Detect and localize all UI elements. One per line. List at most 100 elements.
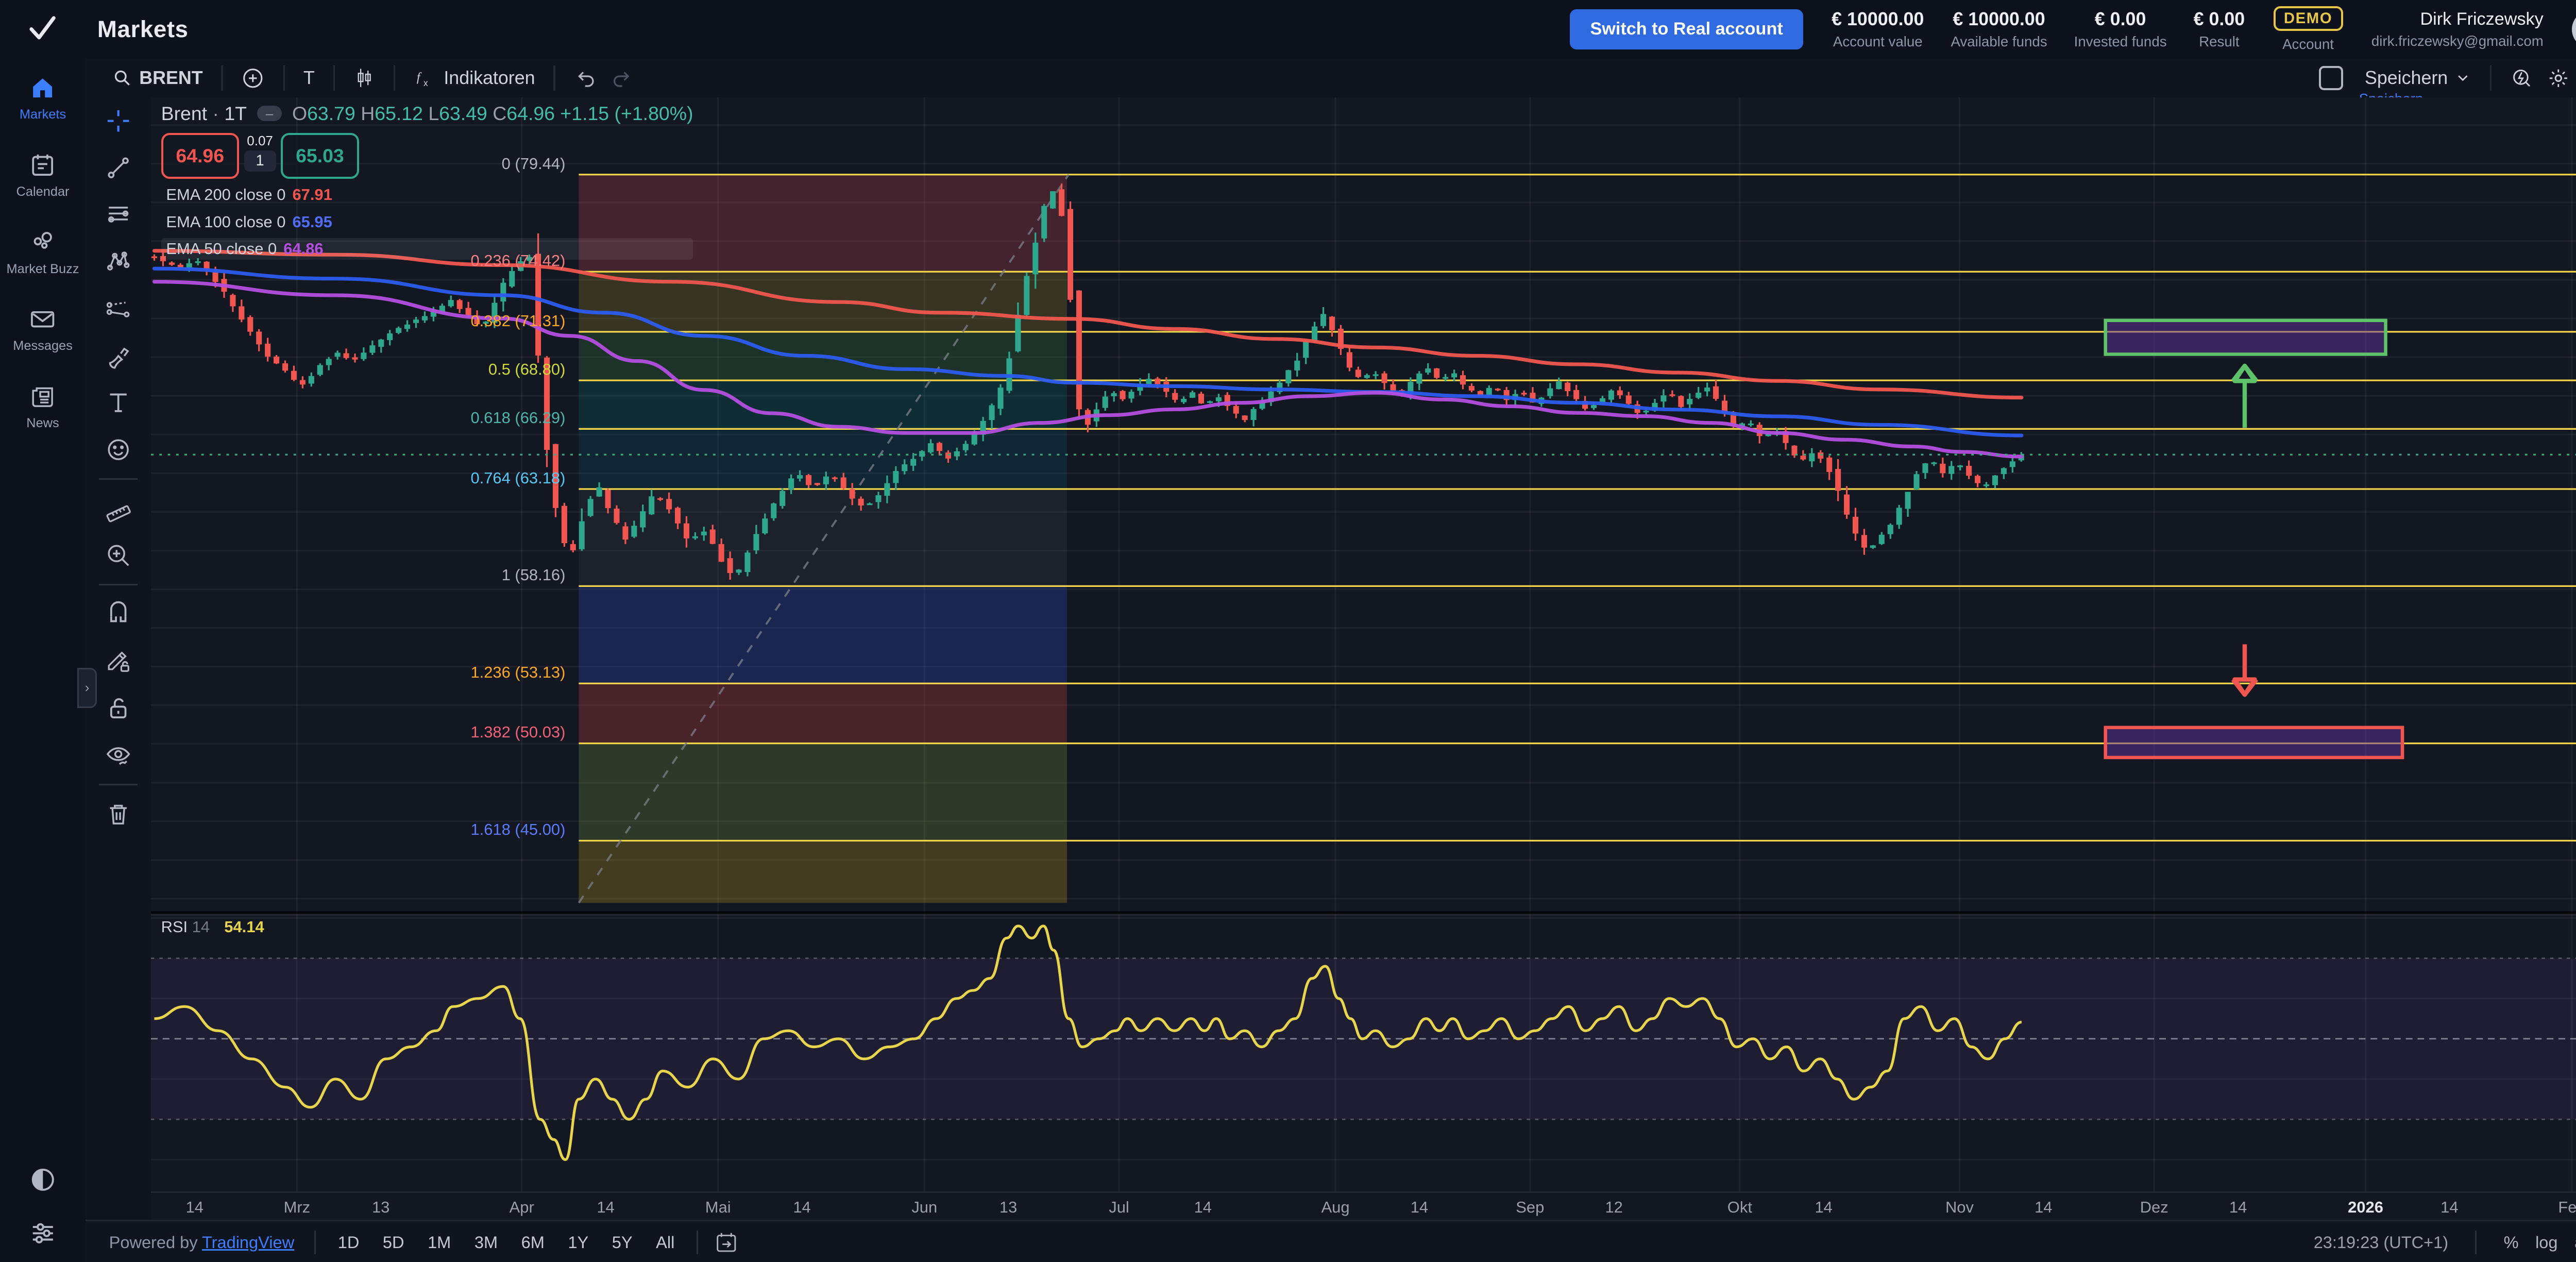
ruler-tool[interactable] bbox=[86, 485, 151, 532]
chart-area[interactable]: 0 (79.44) 0.236 (74.42) 0.382 (71.31) 0.5 (… bbox=[151, 97, 2576, 1220]
trash-tool[interactable] bbox=[86, 790, 151, 837]
sidebar-item-label: Markets bbox=[19, 107, 66, 122]
topbar-right: Switch to Real account € 10000.00 Account… bbox=[1570, 6, 2576, 53]
emoji-tool[interactable] bbox=[86, 426, 151, 473]
sidebar-item-messages[interactable]: Messages bbox=[0, 290, 86, 367]
sidebar-item-market-buzz[interactable]: Market Buzz bbox=[0, 213, 86, 290]
forecast-tool[interactable] bbox=[86, 285, 151, 332]
legend-symbol[interactable]: Brent · 1T bbox=[161, 102, 247, 124]
save-layout-button[interactable]: Speichern bbox=[2358, 68, 2478, 89]
fib-level-label: 0.236 (74.42) bbox=[470, 251, 566, 270]
log-scale-toggle[interactable]: log bbox=[2535, 1233, 2558, 1252]
range-6m[interactable]: 6M bbox=[521, 1233, 545, 1252]
ema-legend-row[interactable]: EMA 100 close 0 65.95 bbox=[161, 211, 693, 233]
sidebar-item-label: Messages bbox=[13, 339, 73, 354]
chart-style-button[interactable] bbox=[347, 67, 382, 89]
chart-canvas[interactable] bbox=[151, 97, 2576, 1220]
chevron-down-icon bbox=[2458, 75, 2468, 81]
checkmark-logo-icon bbox=[29, 16, 56, 40]
range-5d[interactable]: 5D bbox=[382, 1233, 404, 1252]
ohlc-values: O63.79 H65.12 L63.49 C64.96 +1.15 (+1.80… bbox=[292, 102, 693, 124]
stat-value: € 10000.00 bbox=[1832, 9, 1924, 30]
time-axis-label: 2026 bbox=[2348, 1198, 2383, 1216]
sell-button[interactable]: 64.96 bbox=[161, 132, 239, 179]
hide-drawings-tool[interactable] bbox=[86, 732, 151, 779]
rsi-legend[interactable]: RSI 14 54.14 bbox=[161, 918, 264, 936]
toolbar-right: Speichern Speichern bbox=[2318, 65, 2576, 107]
plus-circle-icon bbox=[243, 68, 263, 88]
fib-level-label: 1.382 (50.03) bbox=[470, 723, 566, 742]
interval-button[interactable]: T bbox=[303, 67, 315, 88]
quantity-field[interactable]: 1 bbox=[244, 150, 276, 172]
range-all[interactable]: All bbox=[656, 1233, 675, 1252]
range-3m[interactable]: 3M bbox=[474, 1233, 498, 1252]
quick-search-button[interactable] bbox=[2503, 66, 2540, 90]
ema-legend-row[interactable]: EMA 50 close 0 64.86 bbox=[161, 238, 693, 260]
ema-value: 65.95 bbox=[292, 212, 332, 231]
trend-line-tool[interactable] bbox=[86, 144, 151, 191]
auto-scale-toggle[interactable]: auto bbox=[2574, 1233, 2576, 1252]
time-axis[interactable]: 14 Mrz 13 Apr 14 Mai 14 Jun 13 Jul 14 Aug 14 Sep 12 Okt… bbox=[151, 1191, 2576, 1220]
range-1m[interactable]: 1M bbox=[428, 1233, 451, 1252]
magnet-tool[interactable] bbox=[86, 591, 151, 637]
time-axis-label: 13 bbox=[999, 1198, 1018, 1216]
settings-button[interactable] bbox=[2540, 66, 2576, 90]
time-axis-label: Mai bbox=[705, 1198, 731, 1216]
percent-scale-toggle[interactable]: % bbox=[2503, 1233, 2519, 1252]
brush-tool[interactable] bbox=[86, 332, 151, 379]
expand-panel-chevron[interactable]: › bbox=[77, 668, 97, 708]
switch-to-real-account-button[interactable]: Switch to Real account bbox=[1570, 9, 1803, 49]
timeframe-ranges: 1D 5D 1M 3M 6M 1Y 5Y All bbox=[326, 1230, 686, 1255]
fib-retracement-tool[interactable] bbox=[86, 191, 151, 238]
tradingview-link[interactable]: TradingView bbox=[201, 1233, 295, 1252]
sidebar-item-markets[interactable]: Markets bbox=[0, 59, 86, 136]
layout-checkbox[interactable] bbox=[2318, 65, 2343, 90]
save-label: Speichern bbox=[2364, 67, 2448, 88]
symbol-search[interactable]: BRENT bbox=[106, 68, 209, 89]
crosshair-tool[interactable] bbox=[86, 97, 151, 144]
redo-button[interactable] bbox=[604, 66, 641, 90]
time-axis-label: 14 bbox=[597, 1198, 615, 1216]
sidebar-item-label: News bbox=[26, 416, 59, 430]
draw-edit-tool[interactable] bbox=[86, 637, 151, 684]
sidebar: Markets Calendar Market Buzz Messages News bbox=[0, 58, 88, 1262]
avatar[interactable] bbox=[2572, 10, 2576, 49]
bottom-bar: Powered by TradingView 1D 5D 1M 3M 6M 1Y 5Y All… bbox=[86, 1220, 2576, 1262]
powered-by: Powered by TradingView bbox=[109, 1233, 295, 1252]
time-axis-label: Sep bbox=[1516, 1198, 1545, 1216]
buy-button[interactable]: 65.03 bbox=[281, 132, 359, 179]
legend-collapse-button[interactable]: – bbox=[257, 106, 282, 121]
time-axis-label: 14 bbox=[1815, 1198, 1833, 1216]
fib-level-label: 1 (58.16) bbox=[501, 566, 566, 584]
fib-level-label: 1.236 (53.13) bbox=[470, 663, 566, 681]
user-name: Dirk Friczewsky bbox=[2420, 9, 2544, 29]
sidebar-item-news[interactable]: News bbox=[0, 367, 86, 445]
text-tool-tool[interactable] bbox=[86, 379, 151, 426]
range-1y[interactable]: 1Y bbox=[568, 1233, 589, 1252]
goto-date-button[interactable] bbox=[708, 1231, 745, 1254]
ema-legend-row[interactable]: EMA 200 close 0 67.91 bbox=[161, 184, 693, 206]
xabcd-pattern-tool[interactable] bbox=[86, 238, 151, 285]
stat-label: Invested funds bbox=[2074, 33, 2167, 49]
sliders-icon[interactable] bbox=[28, 1218, 58, 1249]
sidebar-item-calendar[interactable]: Calendar bbox=[0, 136, 86, 213]
undo-button[interactable] bbox=[567, 66, 604, 90]
clock-time[interactable]: 23:19:23 (UTC+1) bbox=[2313, 1233, 2449, 1252]
range-5y[interactable]: 5Y bbox=[612, 1233, 633, 1252]
compare-add-button[interactable] bbox=[234, 66, 272, 90]
brand-logo[interactable] bbox=[0, 0, 86, 59]
zoom-in-tool[interactable] bbox=[86, 532, 151, 579]
time-axis-label: Nov bbox=[1945, 1198, 1974, 1216]
time-axis-label: Feb bbox=[2558, 1198, 2576, 1216]
contrast-icon[interactable] bbox=[28, 1165, 58, 1195]
user-info[interactable]: Dirk Friczewsky dirk.friczewsky@gmail.co… bbox=[2371, 9, 2544, 49]
stat-value: € 0.00 bbox=[2193, 9, 2245, 30]
time-axis-label: 12 bbox=[1605, 1198, 1623, 1216]
symbol-label: BRENT bbox=[139, 67, 203, 88]
lock-tool[interactable] bbox=[86, 684, 151, 731]
time-axis-label: 14 bbox=[1194, 1198, 1212, 1216]
range-1d[interactable]: 1D bbox=[337, 1233, 360, 1252]
